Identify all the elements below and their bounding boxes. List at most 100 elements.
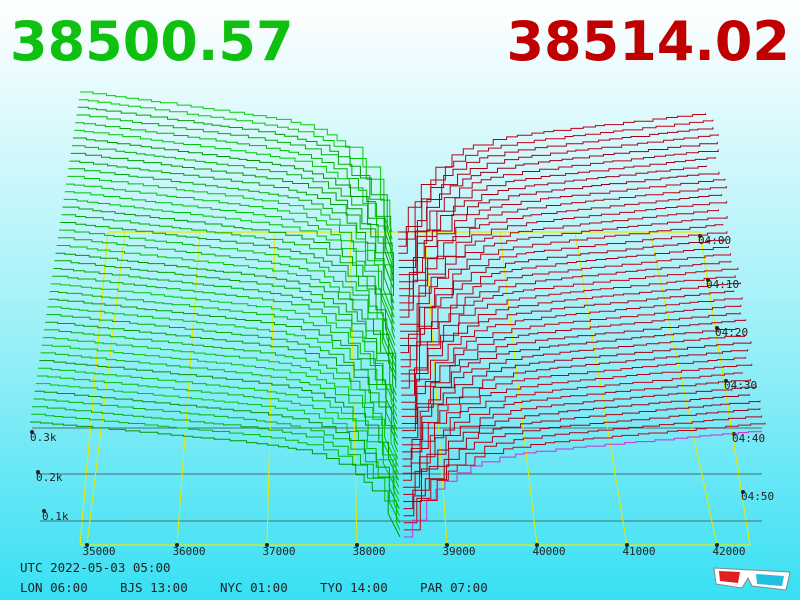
ask-curve xyxy=(401,304,742,417)
ask-curve xyxy=(401,282,741,396)
ask-curve xyxy=(399,209,719,325)
ask-curve xyxy=(402,349,749,460)
bid-curve xyxy=(52,275,397,403)
bid-curve xyxy=(35,383,400,502)
bid-curve xyxy=(33,398,400,516)
ask-curve xyxy=(403,400,761,510)
ask-curve xyxy=(401,275,736,389)
ask-curve xyxy=(401,290,735,403)
ask-curve xyxy=(400,253,731,368)
ask-curve xyxy=(400,246,729,361)
ask-curve xyxy=(403,408,761,517)
ask-curve xyxy=(400,216,728,332)
floor-line xyxy=(499,231,538,546)
bid-curve xyxy=(47,306,398,431)
clock-label: LON 06:00 xyxy=(20,580,88,595)
ask-curve xyxy=(403,385,757,495)
bid-curve xyxy=(49,291,398,417)
clock-label: NYC 01:00 xyxy=(220,580,288,595)
ask-curve xyxy=(401,319,747,432)
ask-curve xyxy=(399,194,723,311)
time-label: 04:50 xyxy=(741,490,774,503)
tick-dot xyxy=(625,543,629,547)
bid-curve xyxy=(78,99,393,240)
bid-curve xyxy=(53,268,397,396)
ask-curve xyxy=(403,415,762,524)
bid-curve xyxy=(68,168,395,304)
depth-label: 0.3k xyxy=(30,431,57,444)
bid-curve xyxy=(45,321,399,445)
bid-curve xyxy=(34,390,400,509)
ask-curve xyxy=(402,372,743,481)
ask-curve xyxy=(400,267,739,382)
ask-curve xyxy=(398,149,719,268)
ask-curve xyxy=(402,363,753,474)
ask-curve xyxy=(400,231,728,346)
time-label: 04:20 xyxy=(715,326,748,339)
bid-curve xyxy=(32,406,401,524)
ask-curve xyxy=(399,165,707,283)
ask-curve xyxy=(402,327,737,439)
ask-curve xyxy=(403,379,751,488)
ask-curve xyxy=(401,297,743,410)
tick-dot xyxy=(741,490,745,494)
glasses-icon xyxy=(713,567,791,591)
ask-curve xyxy=(400,260,732,375)
bid-curve xyxy=(50,283,398,410)
bid-curve xyxy=(54,260,397,389)
bid-curve xyxy=(40,352,399,474)
price-label: 40000 xyxy=(532,545,565,558)
tick-dot xyxy=(265,543,269,547)
depth-curves xyxy=(30,91,766,538)
bid-curve xyxy=(69,160,395,296)
bid-curve xyxy=(60,222,396,353)
bid-curve xyxy=(64,191,395,325)
ask-curve xyxy=(398,127,714,247)
ask-curve xyxy=(402,334,746,446)
ask-curve xyxy=(399,186,727,304)
bid-curve xyxy=(66,183,395,318)
bid-curve xyxy=(42,337,399,460)
bid-curve xyxy=(38,367,400,488)
bid-curve xyxy=(61,214,396,346)
tick-dot xyxy=(36,470,40,474)
bid-curve xyxy=(37,375,400,495)
bid-curve xyxy=(67,175,395,311)
ask-curve xyxy=(401,312,741,424)
depth-label: 0.2k xyxy=(36,471,63,484)
bid-curve xyxy=(76,114,394,254)
floor-line xyxy=(266,231,276,546)
ask-curve xyxy=(398,113,706,233)
tick-dot xyxy=(30,430,34,434)
price-label: 36000 xyxy=(172,545,205,558)
floor-outline xyxy=(79,231,751,546)
floor-line xyxy=(349,231,358,546)
floor-line xyxy=(86,231,126,546)
bid-curve xyxy=(73,137,394,275)
bid-curve xyxy=(63,198,396,332)
ask-curve xyxy=(403,422,766,531)
price-label: 37000 xyxy=(262,545,295,558)
floor-line xyxy=(424,231,448,546)
bid-curve xyxy=(62,206,396,339)
ask-curve xyxy=(398,134,719,254)
bid-curve xyxy=(71,145,394,282)
bid-curve xyxy=(48,298,398,424)
ask-curve xyxy=(399,171,720,290)
bid-curve xyxy=(30,421,401,538)
price-label: 38000 xyxy=(352,545,385,558)
tick-dot xyxy=(85,543,89,547)
ask-curve xyxy=(402,341,752,453)
bid-curve xyxy=(55,252,397,382)
clock-label: TYO 14:00 xyxy=(320,580,388,595)
utc-time: UTC 2022-05-03 05:00 xyxy=(20,560,171,575)
time-label: 04:30 xyxy=(724,379,757,392)
clock-label: BJS 13:00 xyxy=(120,580,188,595)
ask-curve xyxy=(399,178,726,297)
tick-dot xyxy=(175,543,179,547)
ask-curve xyxy=(399,201,728,318)
depth-label: 0.1k xyxy=(42,510,69,523)
tick-dot xyxy=(715,543,719,547)
